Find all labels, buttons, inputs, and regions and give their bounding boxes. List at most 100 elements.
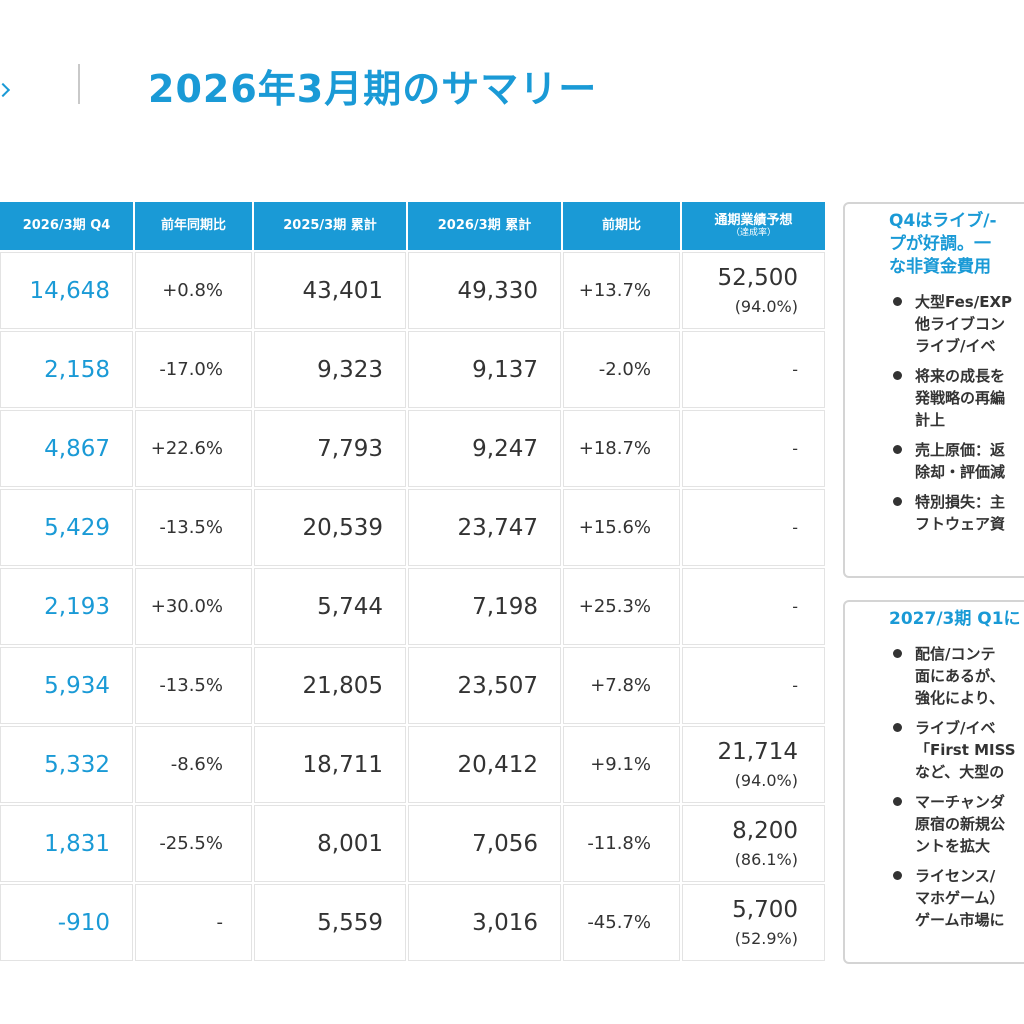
list-item: 売上原価：返 除却・評価減: [845, 439, 1024, 483]
cell-yoy: -: [135, 884, 252, 961]
forecast-value: 5,700: [732, 897, 798, 923]
cell-yoy: -13.5%: [135, 647, 252, 724]
commentary-panel-q4: Q4はライブ/- プが好調。一 な非資金費用 大型Fes/EXP 他ライブコン ライ…: [843, 202, 1024, 578]
cell-vs-prior: +9.1%: [563, 726, 680, 803]
cell-q4: 2,158: [0, 331, 133, 408]
commentary-panel-outlook: 2027/3期 Q1に 配信/コンテ 面にあるが、 強化により、 ライブ/イベ 「Fi…: [843, 600, 1024, 964]
table-row: 1,831 -25.5% 8,001 7,056 -11.8% 8,200 (86.1%): [0, 805, 827, 882]
cell-q4: 4,867: [0, 410, 133, 487]
cell-forecast: -: [682, 331, 825, 408]
forecast-value: -: [792, 360, 798, 379]
cell-q4: 2,193: [0, 568, 133, 645]
table-body: 14,648 +0.8% 43,401 49,330 +13.7% 52,500 (94.0…: [0, 252, 827, 961]
cell-vs-prior: +25.3%: [563, 568, 680, 645]
cell-q4: 1,831: [0, 805, 133, 882]
table-row: 2,193 +30.0% 5,744 7,198 +25.3% -: [0, 568, 827, 645]
forecast-value: 8,200: [732, 818, 798, 844]
achievement-rate: (86.1%): [734, 850, 798, 869]
cell-yoy: +0.8%: [135, 252, 252, 329]
table-row: 4,867 +22.6% 7,793 9,247 +18.7% -: [0, 410, 827, 487]
cell-vs-prior: -2.0%: [563, 331, 680, 408]
cell-cum-2026: 9,247: [408, 410, 561, 487]
chevron-right-icon: [0, 82, 11, 98]
panel-title: Q4はライブ/- プが好調。一 な非資金費用: [889, 211, 997, 277]
forecast-value: 52,500: [717, 265, 798, 291]
page-title: 2026年3月期のサマリー: [148, 67, 598, 111]
cell-vs-prior: +7.8%: [563, 647, 680, 724]
header-divider: [78, 64, 80, 104]
cell-yoy: -8.6%: [135, 726, 252, 803]
cell-yoy: -13.5%: [135, 489, 252, 566]
list-item: マーチャンダ 原宿の新規公 ントを拡大: [845, 791, 1024, 857]
cell-cum-2026: 9,137: [408, 331, 561, 408]
cell-forecast: -: [682, 568, 825, 645]
cell-q4: 5,429: [0, 489, 133, 566]
bullet-icon: [893, 371, 902, 380]
cell-cum-2026: 7,056: [408, 805, 561, 882]
bullet-icon: [893, 649, 902, 658]
cell-forecast: 52,500 (94.0%): [682, 252, 825, 329]
bullet-icon: [893, 723, 902, 732]
forecast-value: -: [792, 597, 798, 616]
cell-q4: -910: [0, 884, 133, 961]
list-item: ライブ/イベ 「First MISS など、大型の: [845, 717, 1024, 783]
cell-cum-2025: 20,539: [254, 489, 406, 566]
bullet-list: 大型Fes/EXP 他ライブコン ライブ/イベ 将来の成長を 発戦略の再編 計上 売上原…: [845, 279, 1024, 535]
cell-cum-2025: 43,401: [254, 252, 406, 329]
cell-forecast: -: [682, 647, 825, 724]
cell-q4: 14,648: [0, 252, 133, 329]
cell-forecast: 8,200 (86.1%): [682, 805, 825, 882]
cell-cum-2026: 23,747: [408, 489, 561, 566]
cell-q4: 5,934: [0, 647, 133, 724]
list-item: 特別損失：主 フトウェア資: [845, 491, 1024, 535]
forecast-value: -: [792, 676, 798, 695]
header-full-year-forecast: 通期業績予想 （達成率）: [682, 202, 825, 250]
cell-cum-2026: 3,016: [408, 884, 561, 961]
cell-vs-prior: -45.7%: [563, 884, 680, 961]
list-item: 将来の成長を 発戦略の再編 計上: [845, 365, 1024, 431]
cell-cum-2025: 8,001: [254, 805, 406, 882]
table-row: 5,934 -13.5% 21,805 23,507 +7.8% -: [0, 647, 827, 724]
cell-forecast: -: [682, 489, 825, 566]
summary-table: 2026/3期 Q4 前年同期比 2025/3期 累計 2026/3期 累計 前…: [0, 202, 827, 961]
bullet-icon: [893, 297, 902, 306]
cell-cum-2025: 5,559: [254, 884, 406, 961]
cell-forecast: 5,700 (52.9%): [682, 884, 825, 961]
cell-vs-prior: -11.8%: [563, 805, 680, 882]
bullet-list: 配信/コンテ 面にあるが、 強化により、 ライブ/イベ 「First MISS など、大…: [845, 631, 1024, 931]
cell-cum-2026: 20,412: [408, 726, 561, 803]
cell-yoy: +30.0%: [135, 568, 252, 645]
header-cum-2026: 2026/3期 累計: [408, 202, 561, 250]
list-item: 大型Fes/EXP 他ライブコン ライブ/イベ: [845, 291, 1024, 357]
cell-cum-2026: 7,198: [408, 568, 561, 645]
table-row: -910-5,559 3,016 -45.7% 5,700 (52.9%): [0, 884, 827, 961]
bullet-icon: [893, 797, 902, 806]
achievement-rate: (94.0%): [734, 771, 798, 790]
forecast-value: -: [792, 518, 798, 537]
list-item: ライセンス/マホゲーム） ゲーム市場に: [845, 865, 1024, 931]
cell-cum-2025: 5,744: [254, 568, 406, 645]
cell-q4: 5,332: [0, 726, 133, 803]
cell-cum-2026: 23,507: [408, 647, 561, 724]
header-cum-2025: 2025/3期 累計: [254, 202, 406, 250]
header-yoy: 前年同期比: [135, 202, 252, 250]
cell-yoy: -17.0%: [135, 331, 252, 408]
table-row: 2,158 -17.0% 9,323 9,137 -2.0% -: [0, 331, 827, 408]
panel-title: 2027/3期 Q1に: [889, 609, 1021, 629]
cell-vs-prior: +15.6%: [563, 489, 680, 566]
cell-yoy: +22.6%: [135, 410, 252, 487]
cell-cum-2026: 49,330: [408, 252, 561, 329]
table-row: 5,332 -8.6% 18,711 20,412 +9.1% 21,714 (94.0%): [0, 726, 827, 803]
bullet-icon: [893, 445, 902, 454]
cell-vs-prior: +18.7%: [563, 410, 680, 487]
table-row: 5,429 -13.5% 20,539 23,747 +15.6% -: [0, 489, 827, 566]
table-row: 14,648 +0.8% 43,401 49,330 +13.7% 52,500 (94.0…: [0, 252, 827, 329]
cell-cum-2025: 9,323: [254, 331, 406, 408]
cell-yoy: -25.5%: [135, 805, 252, 882]
header-vs-prior: 前期比: [563, 202, 680, 250]
cell-vs-prior: +13.7%: [563, 252, 680, 329]
achievement-rate: (94.0%): [734, 297, 798, 316]
table-header: 2026/3期 Q4 前年同期比 2025/3期 累計 2026/3期 累計 前…: [0, 202, 827, 250]
list-item: 配信/コンテ 面にあるが、 強化により、: [845, 643, 1024, 709]
achievement-rate: (52.9%): [734, 929, 798, 948]
